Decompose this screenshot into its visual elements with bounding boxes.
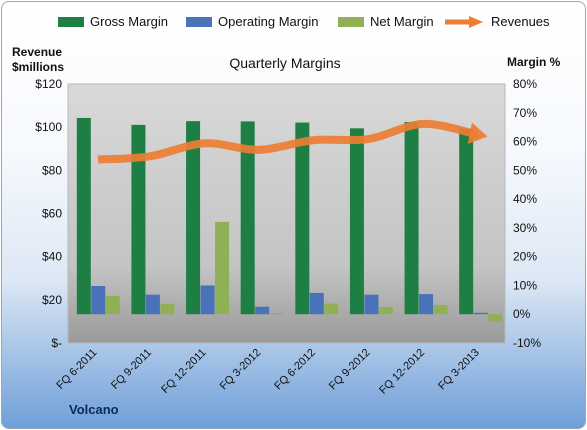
y-axis-left-title-line1: Revenue bbox=[12, 45, 63, 59]
y-left-tick-label: $- bbox=[51, 336, 62, 350]
y-left-tick-label: $120 bbox=[35, 77, 62, 91]
company-label: Volcano bbox=[69, 402, 119, 417]
legend-label-net-margin: Net Margin bbox=[370, 14, 434, 29]
bar-net-margin bbox=[105, 295, 120, 315]
legend-label-revenues: Revenues bbox=[491, 14, 550, 29]
x-tick-label: FQ 6-2012 bbox=[272, 347, 318, 393]
y-right-tick-label: 0% bbox=[513, 307, 531, 321]
line-revenues-arrowhead bbox=[467, 122, 488, 144]
legend-revenues: Revenues bbox=[443, 14, 550, 29]
bar-gross-margin bbox=[240, 121, 255, 315]
y-left-tick-label: $40 bbox=[42, 250, 62, 264]
bar-gross-margin bbox=[459, 128, 474, 315]
bar-net-margin bbox=[433, 305, 448, 315]
chart-title: Quarterly Margins bbox=[229, 55, 341, 71]
y-right-tick-label: 80% bbox=[513, 77, 537, 91]
bar-gross-margin bbox=[295, 122, 310, 315]
y-right-tick-label: 40% bbox=[513, 192, 537, 206]
legend-net-margin: Net Margin bbox=[338, 14, 434, 29]
x-tick-label: FQ 9-2012 bbox=[327, 347, 373, 393]
bar-operating-margin bbox=[419, 294, 434, 315]
bar-gross-margin bbox=[404, 121, 419, 315]
x-tick-label: FQ 12-2011 bbox=[159, 347, 208, 396]
bar-net-margin bbox=[215, 221, 230, 315]
legend-operating-margin: Operating Margin bbox=[186, 14, 318, 29]
bar-net-margin bbox=[488, 314, 503, 322]
y-left-tick-label: $80 bbox=[42, 163, 62, 177]
bar-gross-margin bbox=[186, 121, 201, 315]
y-right-tick-label: 50% bbox=[513, 163, 537, 177]
legend-swatch-gross-margin bbox=[58, 16, 84, 27]
bar-operating-margin bbox=[91, 286, 106, 315]
bar-gross-margin bbox=[349, 128, 364, 315]
bar-operating-margin bbox=[200, 285, 215, 315]
legend: Gross Margin Operating Margin Net Margin… bbox=[0, 14, 587, 34]
bar-gross-margin bbox=[76, 117, 91, 315]
bar-operating-margin bbox=[255, 306, 270, 315]
y-right-tick-label: 10% bbox=[513, 278, 537, 292]
x-tick-label: FQ 3-2013 bbox=[436, 347, 482, 393]
y-axis-right-title: Margin % bbox=[507, 55, 561, 69]
y-left-tick-label: $20 bbox=[42, 293, 62, 307]
x-tick-label: FQ 12-2012 bbox=[377, 347, 427, 397]
y-right-tick-label: 30% bbox=[513, 221, 537, 235]
line-revenues bbox=[97, 119, 479, 164]
bar-gross-margin bbox=[131, 124, 146, 315]
y-right-tick-label: 20% bbox=[513, 250, 537, 264]
y-right-tick-label: 70% bbox=[513, 106, 537, 120]
y-axis-left-title: Revenue $millions bbox=[12, 45, 64, 75]
y-left-tick-label: $60 bbox=[42, 207, 62, 221]
x-tick-label: FQ 6-2011 bbox=[54, 347, 99, 392]
legend-swatch-net-margin bbox=[338, 16, 364, 27]
legend-swatch-operating-margin bbox=[186, 16, 212, 27]
y-axis-left-title-line2: $millions bbox=[12, 60, 65, 74]
x-tick-label: FQ 9-2011 bbox=[109, 347, 154, 392]
legend-label-gross-margin: Gross Margin bbox=[90, 14, 169, 29]
bar-net-margin bbox=[324, 303, 339, 315]
bar-operating-margin bbox=[473, 312, 488, 315]
legend-gross-margin: Gross Margin bbox=[58, 14, 168, 29]
bar-net-margin bbox=[378, 307, 393, 315]
bar-operating-margin bbox=[364, 294, 379, 315]
bar-net-margin bbox=[269, 313, 284, 315]
legend-label-operating-margin: Operating Margin bbox=[218, 14, 319, 29]
legend-arrow-icon bbox=[445, 15, 483, 28]
y-right-tick-label: -10% bbox=[513, 336, 541, 350]
y-left-tick-label: $100 bbox=[35, 120, 62, 134]
bar-net-margin bbox=[160, 303, 175, 315]
y-right-tick-label: 60% bbox=[513, 135, 537, 149]
bar-operating-margin bbox=[309, 292, 324, 315]
bar-operating-margin bbox=[145, 294, 160, 315]
x-tick-label: FQ 3-2012 bbox=[218, 347, 264, 393]
